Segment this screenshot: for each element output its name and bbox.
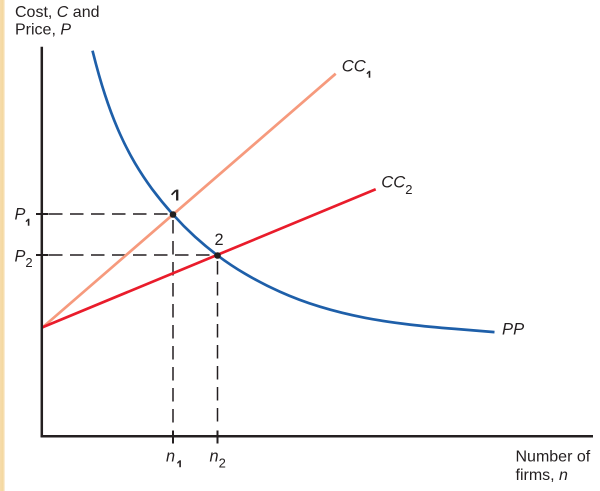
svg-text:Cost, C and: Cost, C and	[15, 4, 100, 21]
svg-text:PP: PP	[502, 320, 524, 339]
svg-text:2: 2	[214, 231, 223, 249]
svg-text:CC: CC	[342, 57, 367, 76]
svg-text:P: P	[15, 206, 26, 224]
svg-text:P2: P2	[15, 247, 33, 270]
svg-text:CC2: CC2	[381, 173, 412, 197]
svg-text:n: n	[166, 448, 175, 466]
svg-text:n2: n2	[210, 448, 226, 471]
svg-text:Price, P: Price, P	[15, 22, 71, 39]
svg-text:firms, n: firms, n	[516, 467, 569, 484]
svg-text:Number of: Number of	[516, 449, 591, 466]
